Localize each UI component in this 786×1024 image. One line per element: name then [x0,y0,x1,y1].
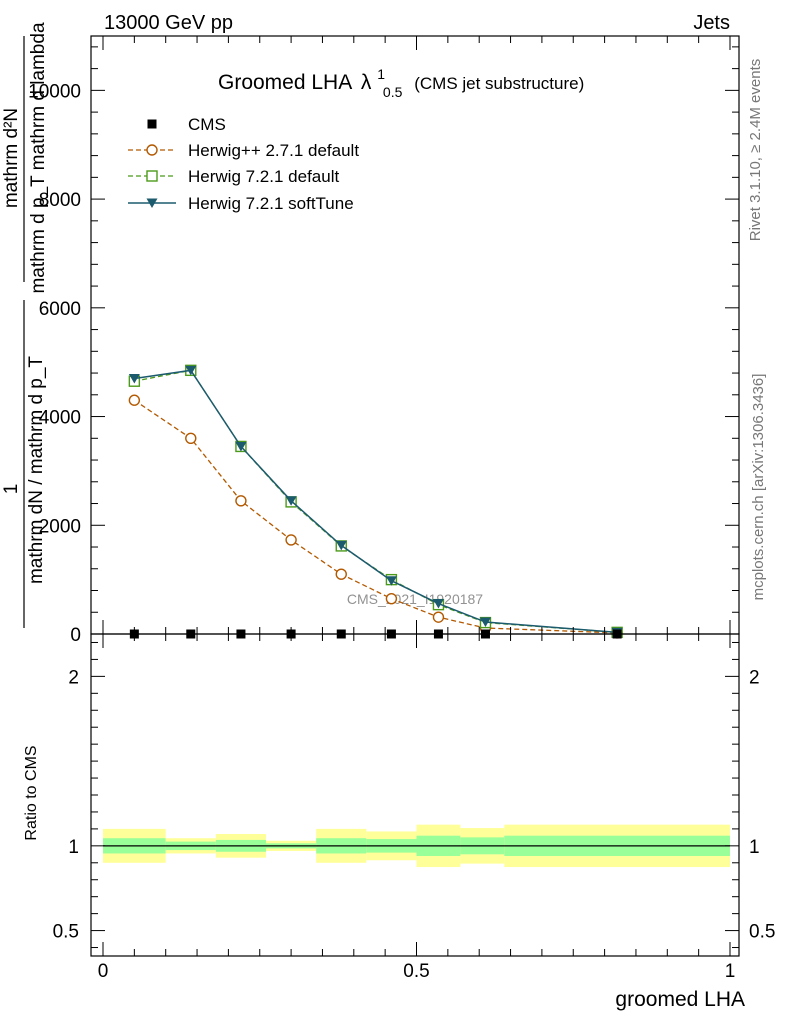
watermark: CMS_2021_I1920187 [347,591,483,607]
series-point-3 [185,365,197,376]
plot-title-symbol: λ [361,71,372,94]
series-point-3 [385,576,397,586]
series-point-1 [128,394,141,406]
series-point-3 [235,441,247,452]
xtick-label: 1 [725,961,736,982]
header-jets-label: Jets [693,12,730,34]
series-point-3 [335,540,347,551]
series-point-3 [479,617,491,628]
plot-title: Groomed LHA λ 1 0.5 (CMS jet substructur… [218,61,584,102]
plot-title-sup: 1 [377,66,385,82]
xtick-label: 0.5 [403,961,429,982]
main-axes-group: 0 2000 4000 6000 8000 10000 [28,36,739,646]
header-energy-label: 13000 GeV pp [104,12,233,34]
legend-marker [146,170,158,182]
plot-title-sub: 0.5 [383,84,403,100]
series-point-1 [432,611,445,623]
legend: CMS Herwig++ 2.7.1 default Herwig 7.2.1 de… [128,115,359,213]
legend-label: Herwig++ 2.7.1 default [188,141,359,160]
ratio-ytick-label: 1 [68,837,79,858]
main-ytick-label: 0 [70,625,81,646]
plot-title-note: (CMS jet substructure) [414,74,584,93]
plot-title-main: Groomed LHA [218,71,352,94]
legend-label: Herwig 7.2.1 default [188,167,339,186]
main-ylabel: mathrm d²N mathrm d p_T mathrm d lambda … [1,22,49,628]
main-series-group [128,364,623,639]
main-ytick-label: 10000 [28,81,81,102]
ratio-ytick-label: 0.5 [53,922,79,943]
main-ytick-label: 8000 [39,190,81,211]
main-ylabel-num-top: mathrm d²N [1,108,22,208]
series-point-3 [128,373,140,384]
main-ytick-label: 2000 [39,516,81,537]
series-point-1 [185,432,197,444]
series-point-1 [335,568,347,580]
main-ytick-label: 6000 [39,299,81,320]
series-point-1 [385,592,398,605]
main-ylabel-one: 1 [1,484,22,495]
ratio-ytick-label-right: 1 [749,837,760,858]
xtick-label: 0 [98,961,109,982]
legend-marker [147,119,157,129]
legend-label: Herwig 7.2.1 softTune [188,194,354,213]
x-axis-label: groomed LHA [615,988,745,1011]
main-ylabel-num-bottom: mathrm d p_T mathrm d lambda [28,22,49,293]
ratio-ytick-label-right: 2 [749,667,760,688]
series-point-3 [432,599,444,609]
ratio-ytick-label: 2 [68,667,79,688]
main-ylabel-den: mathrm dN / mathrm d p_T [26,356,47,584]
legend-marker [146,144,158,156]
mcplots-label: mcplots.cern.ch [arXiv:1306.3436] [750,374,767,601]
rivet-label: Rivet 3.1.10, ≥ 2.4M events [747,59,764,242]
series-point-1 [285,534,297,546]
legend-label: CMS [188,115,226,134]
ratio-ylabel: Ratio to CMS [23,745,40,840]
ratio-panel-frame [90,633,740,957]
main-ytick-label: 4000 [39,408,81,429]
watermark-group: CMS_2021_I1920187 [347,591,483,607]
ratio-axes-group: 0.5 0.5 1 1 2 2 0 0.5 1 [53,634,775,982]
legend-marker [146,198,158,208]
series-point-3 [285,496,297,506]
series-point-1 [235,495,247,507]
ratio-ytick-label-right: 0.5 [749,922,775,943]
